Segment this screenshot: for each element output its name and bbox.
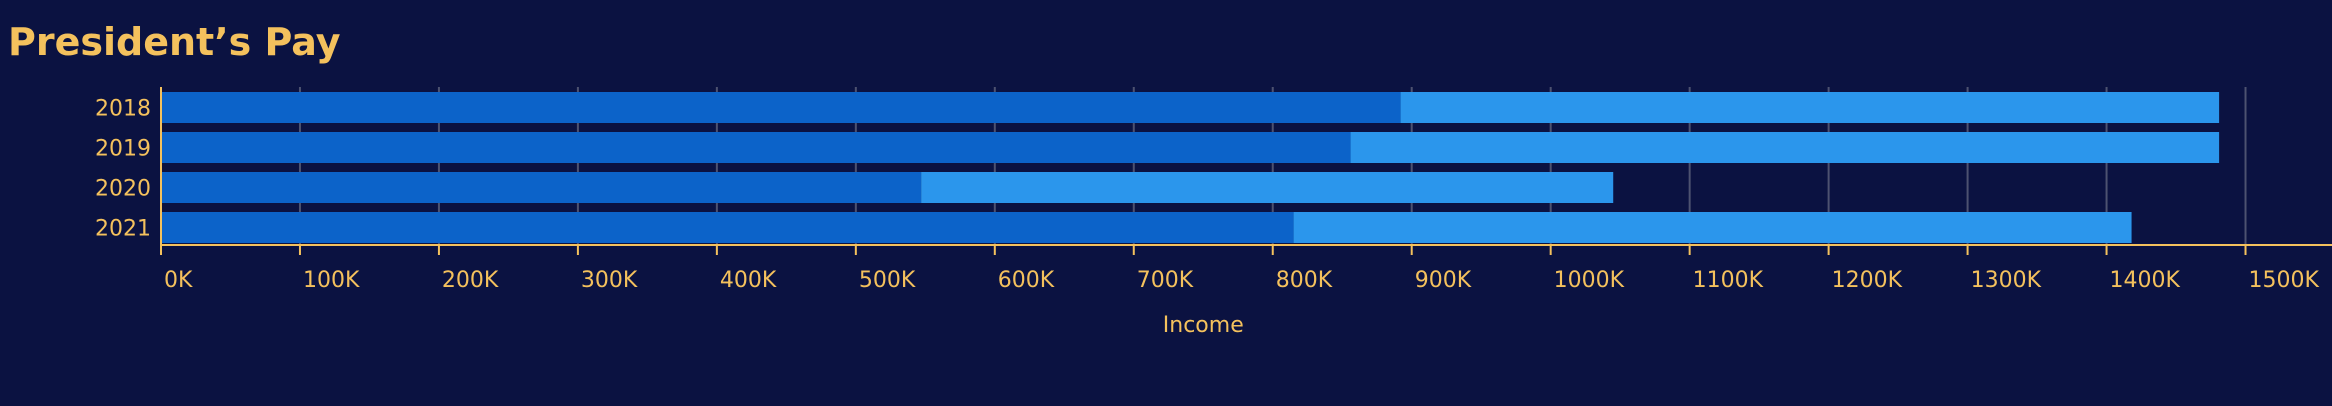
x-tick-label: 500K (859, 268, 916, 293)
x-tick-label: 1200K (1832, 268, 1903, 293)
bar-segment (161, 132, 1351, 163)
bar-segment (161, 172, 922, 203)
bar-segment (161, 212, 1294, 243)
x-tick-label: 300K (581, 268, 638, 293)
x-tick-label: 400K (720, 268, 777, 293)
x-tick-label: 1400K (2110, 268, 2181, 293)
x-tick-label: 700K (1137, 268, 1194, 293)
x-tick-label: 200K (442, 268, 499, 293)
bar-segment (1293, 212, 2132, 243)
y-tick-label: 2020 (95, 177, 151, 202)
axis-labels: 2018 2019 2020 2021 0K 100K 200K 300K 400K 500K 60… (95, 97, 2320, 339)
bar-segment (1400, 92, 2220, 123)
x-tick-label: 1100K (1693, 268, 1764, 293)
x-tick-label: 1300K (1971, 268, 2042, 293)
bar-segment (161, 92, 1401, 123)
x-tick-label: 900K (1415, 268, 1472, 293)
x-tick-label: 100K (303, 268, 360, 293)
x-tick-label: 1500K (2249, 268, 2320, 293)
x-tick-label: 600K (998, 268, 1055, 293)
x-tick-label: 800K (1276, 268, 1333, 293)
axes (160, 87, 2332, 255)
y-tick-label: 2019 (95, 137, 151, 162)
x-axis-title: Income (1163, 313, 1244, 338)
chart-title: President’s Pay (8, 20, 341, 64)
x-tick-label: 1000K (1554, 268, 1625, 293)
bar-segment (921, 172, 1614, 203)
bar-segment (1350, 132, 2220, 163)
y-tick-label: 2018 (95, 97, 151, 122)
y-tick-label: 2021 (95, 217, 151, 242)
bars (161, 92, 2220, 243)
x-tick-label: 0K (164, 268, 193, 293)
